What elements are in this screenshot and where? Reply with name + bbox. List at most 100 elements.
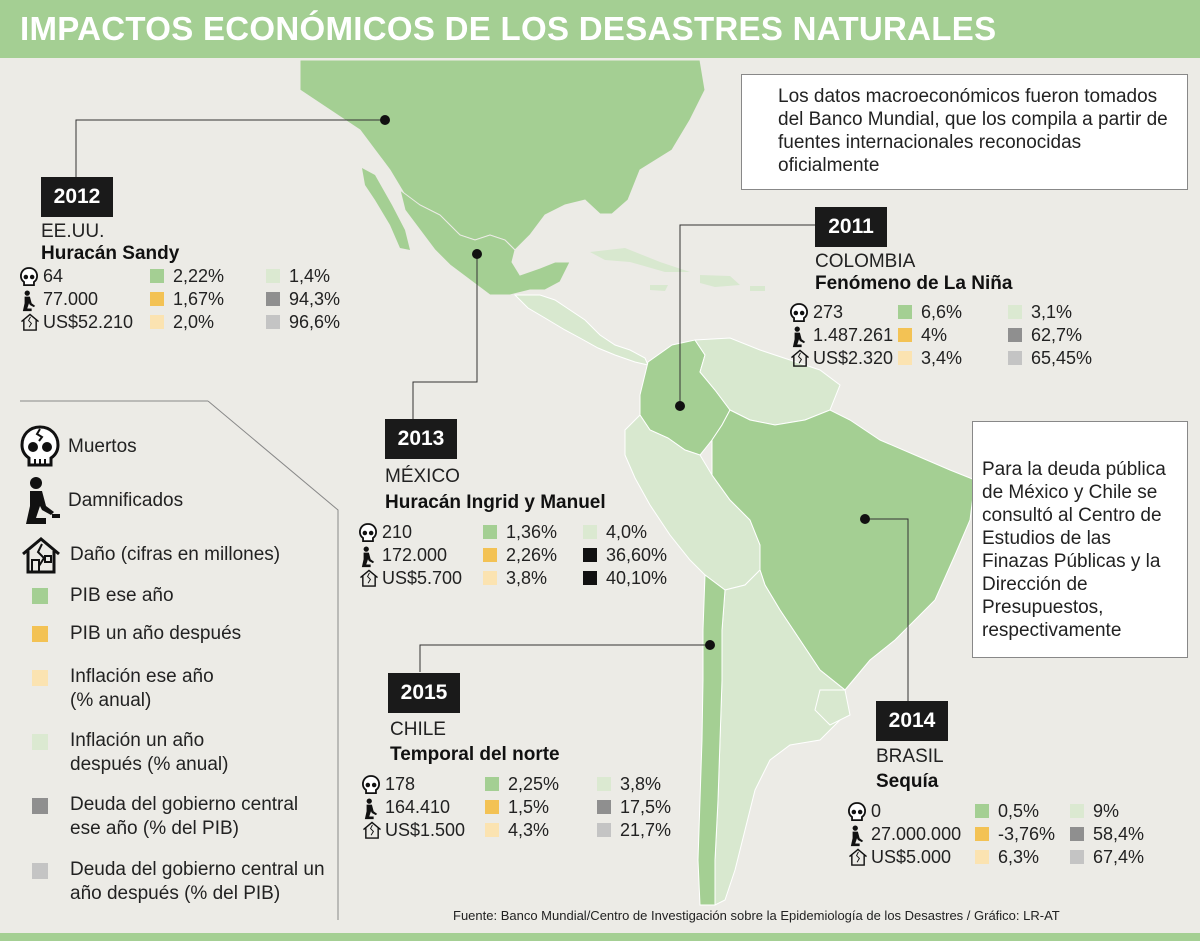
inflation-year-swatch <box>485 823 499 837</box>
skull-icon <box>847 802 867 821</box>
baja-california <box>362 168 410 250</box>
mexico-deaths-value: 210 <box>382 521 413 542</box>
debt-year-swatch <box>1008 328 1022 342</box>
gdp-year-swatch <box>485 777 499 791</box>
page-title: IMPACTOS ECONÓMICOS DE LOS DESASTRES NAT… <box>20 10 997 47</box>
mexico-gdp_next-item: 2,26% <box>483 544 557 566</box>
title-bar: IMPACTOS ECONÓMICOS DE LOS DESASTRES NAT… <box>0 0 1200 60</box>
brasil-debt_year-value: 58,4% <box>1093 823 1145 844</box>
colombia-debt_year-value: 62,7% <box>1031 324 1083 345</box>
kneeling-person-icon <box>362 798 380 820</box>
brasil-country-name: BRASIL <box>876 746 944 767</box>
brasil-gdp_next-item: -3,76% <box>975 823 1055 845</box>
damaged-house-icon <box>22 537 60 574</box>
chile-event-name: Temporal del norte <box>390 744 560 765</box>
legend-gdp-year: PIB ese año <box>32 584 174 608</box>
chile-debt_year-item: 17,5% <box>597 796 671 818</box>
usa-inflation_year-value: 2,0% <box>173 311 215 332</box>
skull-icon <box>789 303 809 322</box>
mexico-country-name: MÉXICO <box>385 466 460 487</box>
usa-debt_next-value: 96,6% <box>289 311 341 332</box>
brasil-event-name: Sequía <box>876 771 939 792</box>
mexico-gdp_next-value: 2,26% <box>506 544 558 565</box>
gdp-year-swatch <box>150 269 164 283</box>
mexico-deaths-row: 210 <box>358 521 413 543</box>
inflation-next-swatch <box>266 269 280 283</box>
usa-damage-row: US$52.210 <box>20 311 133 333</box>
usa-gdp_year-item: 2,22% <box>150 265 224 287</box>
brasil-damage-row: US$5.000 <box>848 846 951 868</box>
legend-gdp-next: PIB un año después <box>32 622 241 646</box>
puerto-rico <box>750 286 765 291</box>
debt-next-swatch <box>583 571 597 585</box>
mexico-debt_year-value: 36,60% <box>606 544 668 565</box>
brasil-gdp_next-value: -3,76% <box>998 823 1056 844</box>
colombia-inflation_next-item: 3,1% <box>1008 301 1072 323</box>
colombia-gdp_next-item: 4% <box>898 324 947 346</box>
usa-country-name: EE.UU. <box>41 221 105 242</box>
inflation-next-swatch <box>32 734 48 750</box>
legend-debt-next-label: Deuda del gobierno central un año despué… <box>70 859 325 904</box>
leader-brasil <box>865 518 909 701</box>
kneeling-person-icon <box>20 290 38 312</box>
mexico-damage-row: US$5.700 <box>359 567 462 589</box>
mexico-damage-value: US$5.700 <box>382 567 463 588</box>
colombia-damage-row: US$2.320 <box>790 347 893 369</box>
usa-affected-row: 77.000 <box>20 288 99 312</box>
gdp-next-swatch <box>975 827 989 841</box>
kneeling-person-icon <box>848 825 866 847</box>
debt-year-swatch <box>583 548 597 562</box>
brasil-deaths-row: 0 <box>847 800 882 822</box>
mexico-landmass <box>399 188 571 296</box>
usa-gdp_next-value: 1,67% <box>173 288 225 309</box>
mexico-inflation_next-item: 4,0% <box>583 521 647 543</box>
usa-gdp_year-value: 2,22% <box>173 265 225 286</box>
gdp-next-swatch <box>898 328 912 342</box>
colombia-debt_next-item: 65,45% <box>1008 347 1092 369</box>
chile-inflation_next-value: 3,8% <box>620 773 662 794</box>
chile-debt_next-item: 21,7% <box>597 819 671 841</box>
mexico-year-badge: 2013 <box>385 419 457 459</box>
colombia-damage-value: US$2.320 <box>813 347 894 368</box>
colombia-gdp_next-value: 4% <box>921 324 948 345</box>
source-credit: Fuente: Banco Mundial/Centro de Investig… <box>453 908 1060 923</box>
skull-icon <box>361 775 381 794</box>
colombia-debt_year-item: 62,7% <box>1008 324 1082 346</box>
usa-damage-value: US$52.210 <box>43 311 134 332</box>
inflation-year-swatch <box>975 850 989 864</box>
colombia-inflation_next-value: 3,1% <box>1031 301 1073 322</box>
legend-debt-year-label: Deuda del gobierno central ese año (% de… <box>70 794 299 839</box>
colombia-affected-value: 1.487.261 <box>813 324 894 345</box>
gdp-next-swatch <box>150 292 164 306</box>
brasil-deaths-value: 0 <box>871 800 882 821</box>
debt-year-swatch <box>597 800 611 814</box>
usa-inflation_next-item: 1,4% <box>266 265 330 287</box>
hispaniola <box>700 275 740 287</box>
gdp-year-swatch <box>975 804 989 818</box>
mexico-affected-value: 172.000 <box>382 544 448 565</box>
gdp-year-swatch <box>32 588 48 604</box>
damaged-house-icon <box>790 349 809 367</box>
colombia-affected-row: 1.487.261 <box>790 324 894 348</box>
usa-affected-value: 77.000 <box>43 288 99 309</box>
debt-next-swatch <box>1008 351 1022 365</box>
chile-landmass <box>697 574 726 906</box>
colombia-event-name: Fenómeno de La Niña <box>815 273 1013 294</box>
kneeling-person-icon <box>359 546 377 568</box>
chile-inflation_year-item: 4,3% <box>485 819 549 841</box>
legend-gdp-next-label: PIB un año después <box>70 623 242 644</box>
chile-inflation_year-value: 4,3% <box>508 819 550 840</box>
chile-damage-row: US$1.500 <box>362 819 465 841</box>
brasil-inflation_next-item: 9% <box>1070 800 1119 822</box>
chile-year-badge: 2015 <box>388 673 460 713</box>
skull-icon <box>19 267 39 286</box>
damaged-house-icon <box>20 313 39 331</box>
legend-inflation-next-label: Inflación un año después (% anual) <box>70 730 229 775</box>
usa-gdp_next-item: 1,67% <box>150 288 224 310</box>
chile-gdp_year-item: 2,25% <box>485 773 559 795</box>
inflation-next-swatch <box>1008 305 1022 319</box>
damaged-house-icon <box>359 569 378 587</box>
inflation-next-swatch <box>583 525 597 539</box>
usa-debt_year-value: 94,3% <box>289 288 341 309</box>
